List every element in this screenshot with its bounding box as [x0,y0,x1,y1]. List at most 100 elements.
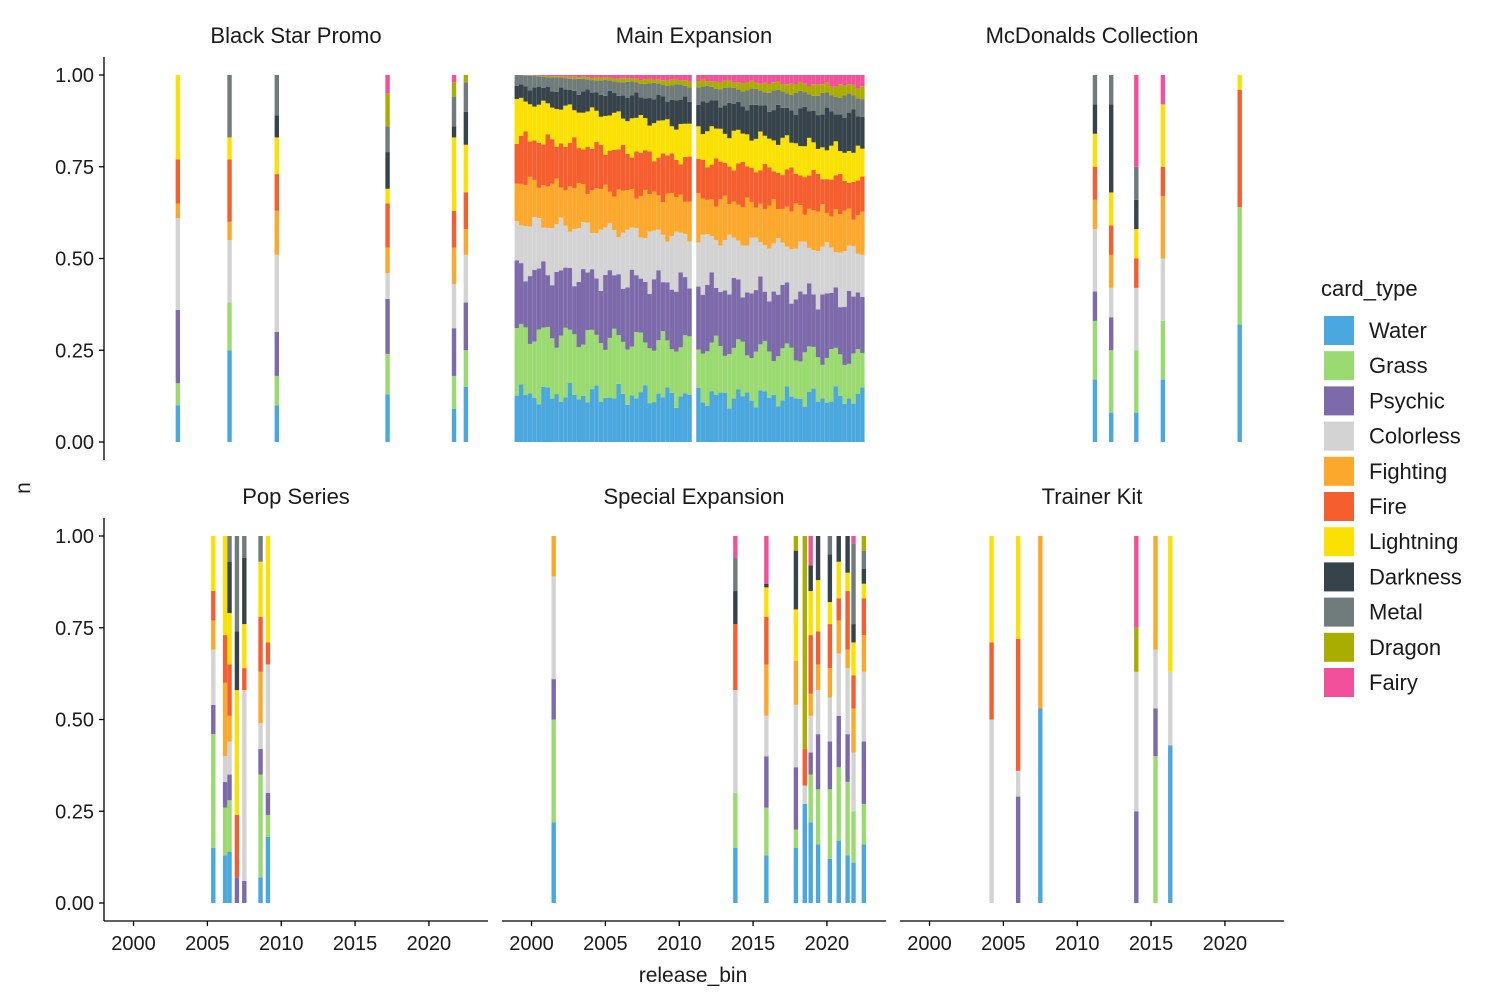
segment-lightning [576,112,581,149]
segment-fire [845,591,850,650]
segment-lightning [762,135,768,164]
segment-grass [727,354,732,409]
segment-water [820,398,825,442]
segment-colorless [771,243,776,292]
segment-water [815,844,821,903]
segment-fairy [696,75,701,81]
segment-metal [696,87,701,105]
segment-grass [545,326,550,388]
segment-fairy [665,75,670,81]
segment-fighting [820,204,825,247]
legend-swatch [1324,456,1354,486]
segment-grass [687,336,692,395]
segment-grass [227,302,232,351]
segment-dragon [581,76,586,79]
segment-grass [567,329,573,383]
segment-fairy [705,75,710,82]
bar-10 [558,75,564,442]
panel-title: Main Expansion [616,23,773,48]
segment-darkness [733,591,738,625]
segment-fairy [780,75,785,85]
segment-darkness [536,86,542,105]
segment-fighting [1038,536,1043,709]
segment-fighting [572,188,577,230]
segment-fire [815,173,821,212]
segment-dragon [643,79,648,84]
segment-darkness [855,116,861,146]
segment-fairy [762,75,768,83]
segment-water [700,402,706,442]
segment-lightning [1160,104,1166,167]
segment-grass [629,346,635,396]
x-tick-label: 2020 [1203,933,1248,955]
segment-psychic [861,741,867,804]
segment-psychic [855,292,861,350]
segment-psychic [780,285,785,349]
segment-psychic [519,263,524,324]
segment-lightning [594,110,599,143]
segment-metal [541,76,546,88]
legend-item-dragon: Dragon [1324,632,1441,662]
segment-fire [808,635,813,694]
segment-lightning [616,111,621,150]
legend-label: Fire [1369,494,1407,519]
segment-psychic [616,274,621,336]
segment-grass [820,364,825,399]
segment-metal [815,95,821,116]
segment-colorless [736,240,741,280]
segment-dragon [567,76,573,79]
segment-fire [581,149,586,185]
segment-metal [851,543,856,625]
segment-fire [749,167,754,202]
panel-special-expansion: Special Expansion [551,484,867,903]
segment-psychic [722,290,728,356]
segment-darkness [523,86,528,102]
segment-lightning [519,97,524,136]
segment-grass [722,355,728,394]
segment-fighting [660,202,666,235]
segment-fire [523,131,528,185]
bar-8 [550,75,555,442]
segment-colorless [589,232,595,270]
segment-darkness [687,101,692,124]
segment-fighting [1109,254,1114,288]
segment-colorless [625,229,630,288]
segment-fire [709,164,714,200]
segment-fighting [815,664,821,691]
segment-psychic [736,279,741,340]
segment-fire [731,170,737,202]
segment-fairy [833,75,838,87]
segment-psychic [234,877,240,903]
segment-fire [861,598,867,636]
segment-psychic [536,268,542,330]
segment-lightning [807,137,812,176]
segment-grass [811,346,816,389]
segment-fighting [713,206,719,241]
y-tick-label: 1.00 [55,65,94,87]
segment-metal [789,94,794,111]
segment-lightning [603,115,608,155]
segment-fire [753,172,759,208]
x-tick-label: 2000 [111,933,156,955]
segment-psychic [1109,317,1114,351]
segment-water [576,399,581,442]
segment-colorless [1092,229,1098,292]
segment-grass [733,792,738,848]
segment-fighting [634,198,639,228]
segment-colorless [838,252,843,308]
segment-fire [385,203,390,248]
bar-24 [620,75,626,442]
segment-water [758,390,763,442]
segment-lightning [669,126,675,154]
segment-fighting [798,205,803,242]
segment-fairy [764,536,769,584]
segment-psychic [764,756,769,808]
segment-darkness [629,95,635,119]
segment-lightning [227,613,232,665]
segment-psychic [629,269,635,347]
segment-dragon [731,82,737,88]
x-tick-label: 2020 [805,933,850,955]
segment-fairy [603,75,608,78]
segment-darkness [527,90,533,105]
segment-dragon [682,80,688,86]
